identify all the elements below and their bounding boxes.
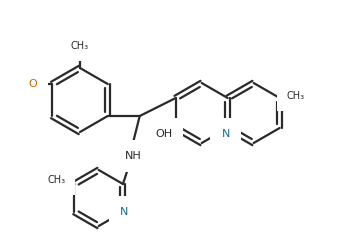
Text: O: O <box>28 79 37 89</box>
Text: N: N <box>120 207 128 217</box>
Text: CH₃: CH₃ <box>71 41 89 51</box>
Text: CH₃: CH₃ <box>287 91 305 101</box>
Text: OH: OH <box>155 129 172 139</box>
Text: N: N <box>221 129 230 139</box>
Text: NH: NH <box>125 151 142 161</box>
Text: CH₃: CH₃ <box>47 175 66 185</box>
